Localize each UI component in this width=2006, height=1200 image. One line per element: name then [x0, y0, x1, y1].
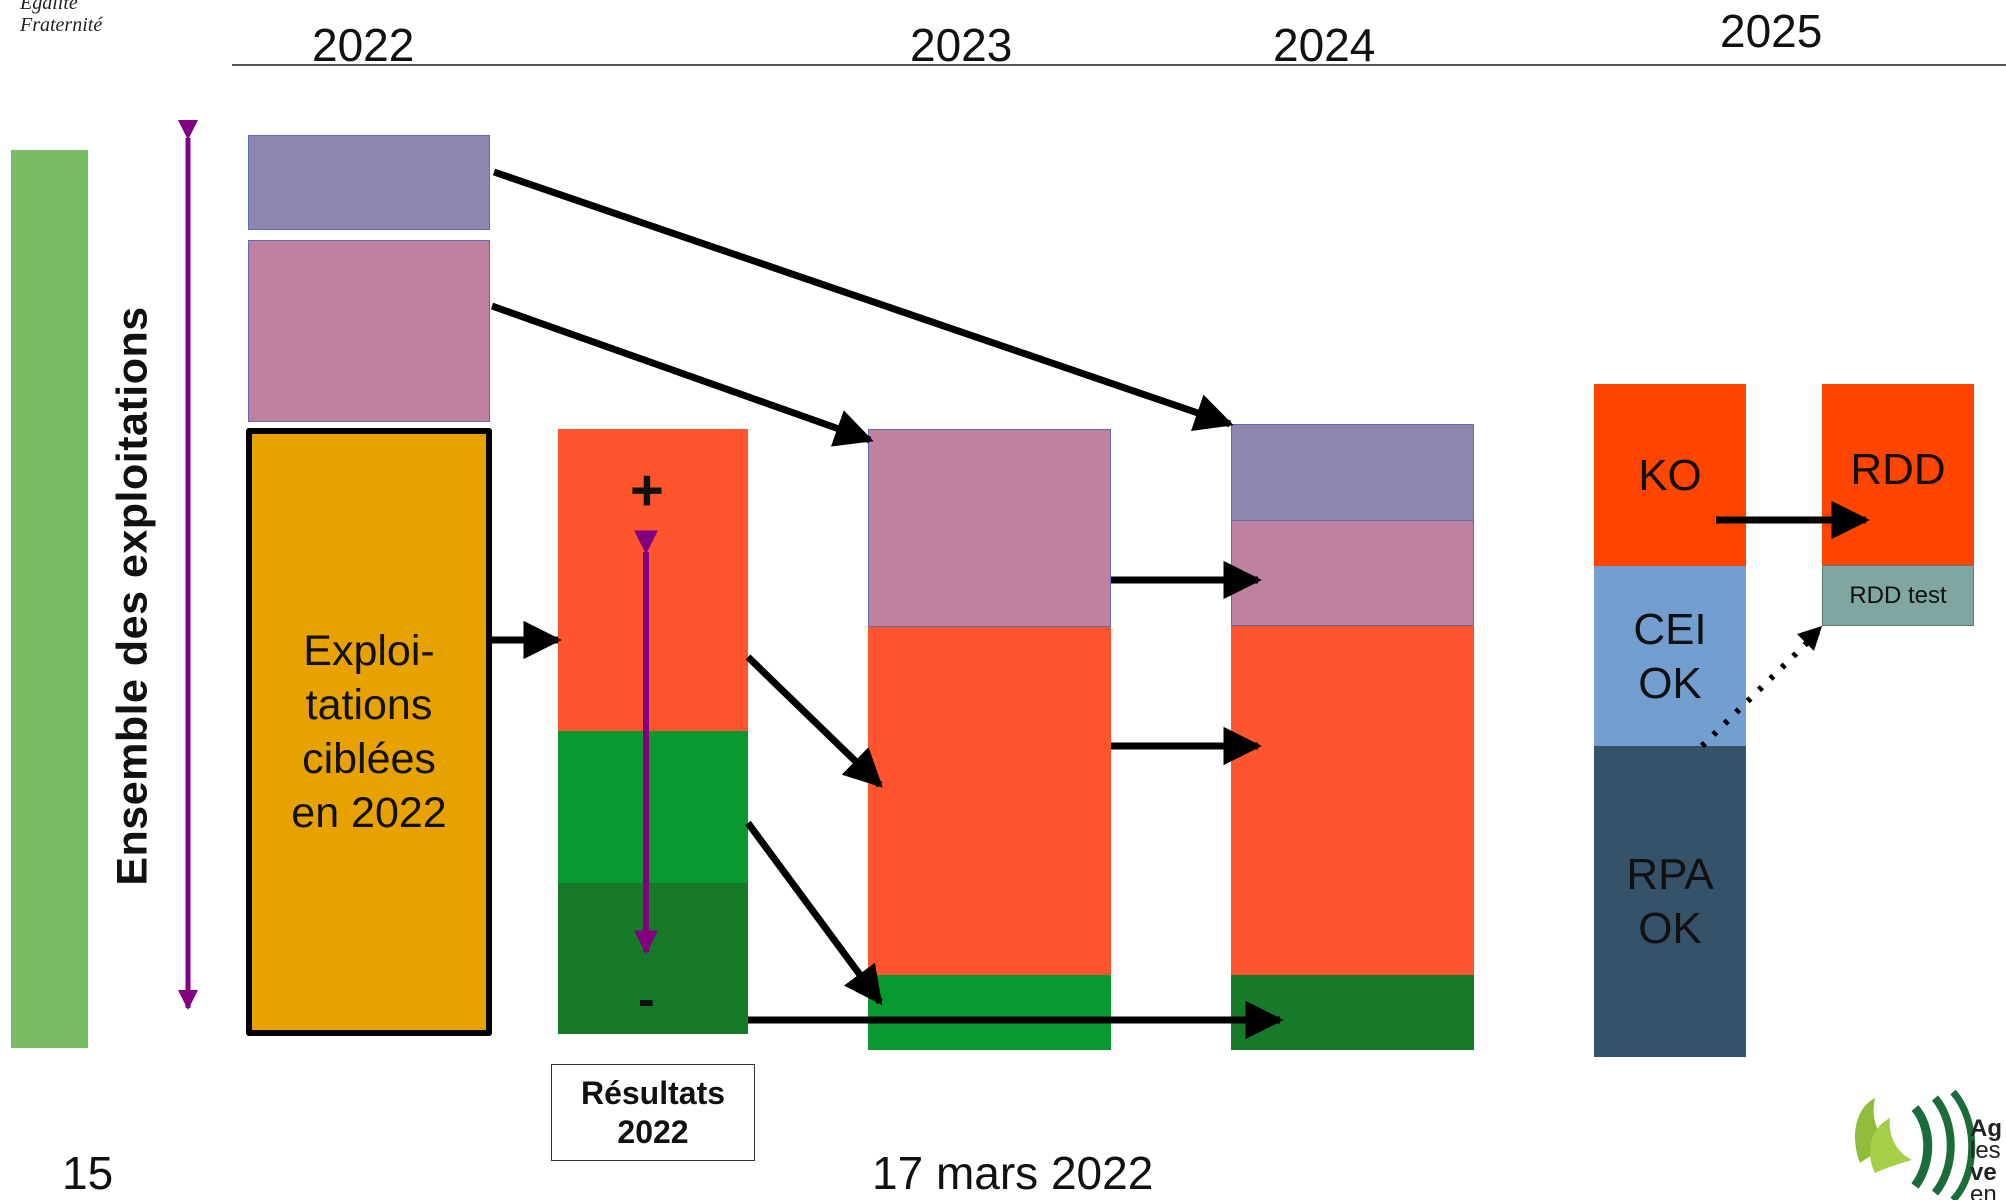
arrow-results-green-to-2023: [745, 820, 883, 1006]
status-ko-label: KO: [1638, 450, 1702, 500]
dotted-arrow-head: [1797, 626, 1822, 651]
logo-text-4: en: [1970, 1181, 1997, 1200]
timeline-rule: [232, 64, 2006, 66]
results-minus-sign: -: [638, 971, 655, 1027]
rdd-test-label: RDD test: [1849, 581, 1947, 609]
targeted-farms-2022-box: Exploi- tations ciblées en 2022: [246, 428, 492, 1036]
motto-fraternite: Fraternité: [20, 14, 103, 36]
status-cei-ok-label: CEI OK: [1633, 604, 1707, 708]
block-2024-mauve: [1231, 520, 1474, 626]
status-rpa-ok-block: RPA OK: [1594, 746, 1746, 1057]
block-2024-red: [1231, 626, 1474, 975]
logo-text-2: les: [1970, 1137, 2001, 1164]
year-2024-label: 2024: [1273, 19, 1376, 71]
results-2022-caption: Résultats 2022: [580, 1074, 726, 1150]
logo-text-3: ve: [1970, 1159, 1997, 1186]
results-plus-sign: +: [630, 458, 664, 523]
block-2022-mauve: [248, 240, 490, 422]
year-2023-label: 2023: [910, 19, 1013, 71]
year-2022-label: 2022: [312, 19, 415, 71]
status-ko-block: KO: [1594, 384, 1746, 567]
block-2024-violet: [1231, 424, 1474, 521]
block-2023-mauve: [868, 429, 1111, 627]
agency-logo-mark: [1855, 1089, 1976, 1200]
block-2022-violet: [248, 135, 490, 230]
slide-date: 17 mars 2022: [872, 1147, 1154, 1199]
status-rpa-ok-label: RPA OK: [1626, 849, 1714, 953]
targeted-farms-2022-label: Exploi- tations ciblées en 2022: [291, 627, 447, 837]
side-green-strip: [11, 150, 88, 1048]
block-2023-red: [868, 627, 1111, 975]
rdd-test-block: RDD test: [1822, 565, 1974, 626]
motto-egalite: Égalité: [20, 0, 78, 14]
arrow-results-red-to-2023: [745, 654, 883, 788]
page-number: 15: [62, 1147, 114, 1199]
status-cei-ok-block: CEI OK: [1594, 566, 1746, 747]
logo-text-1: Ag: [1970, 1115, 2002, 1142]
year-2025-label: 2025: [1720, 5, 1823, 57]
dotted-line-rpa-to-rdd-test: [1699, 629, 1821, 749]
agency-logo: Ag les ve en: [1820, 1068, 2006, 1200]
rdd-label: RDD: [1850, 445, 1946, 494]
results-2022-caption-box: Résultats 2022: [551, 1064, 755, 1161]
arrow-violet-2022-to-2024: [492, 168, 1234, 431]
block-2023-green: [868, 975, 1111, 1050]
arrow-mauve-2022-to-2023: [490, 302, 874, 447]
